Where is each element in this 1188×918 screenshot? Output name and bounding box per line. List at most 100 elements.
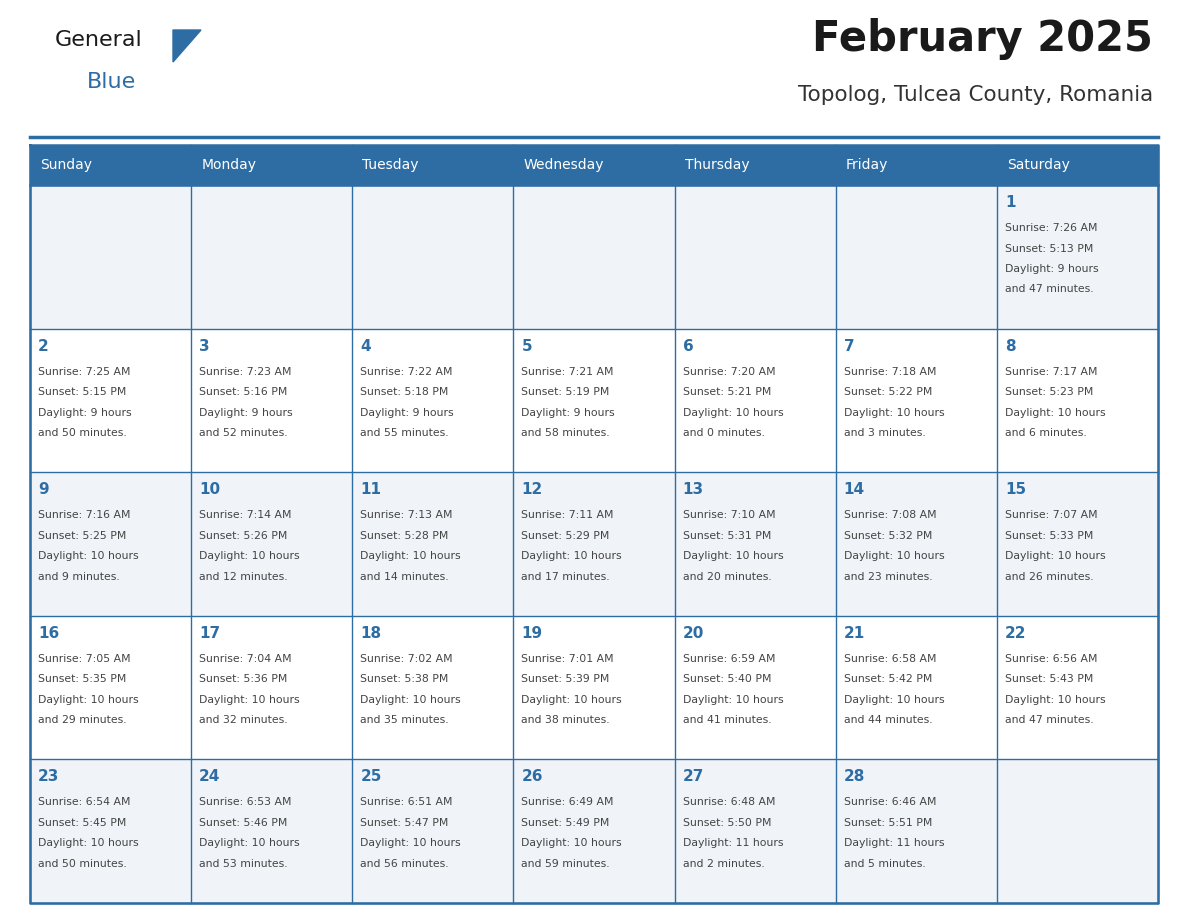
- Text: Sunset: 5:32 PM: Sunset: 5:32 PM: [843, 531, 933, 541]
- Text: Daylight: 10 hours: Daylight: 10 hours: [1005, 551, 1106, 561]
- Text: 10: 10: [200, 482, 220, 498]
- Text: and 50 minutes.: and 50 minutes.: [38, 859, 127, 869]
- Bar: [513, 616, 675, 759]
- Text: Sunset: 5:15 PM: Sunset: 5:15 PM: [38, 387, 126, 397]
- Text: 22: 22: [1005, 626, 1026, 641]
- Bar: [835, 185, 997, 329]
- Bar: [30, 472, 191, 616]
- Text: Daylight: 10 hours: Daylight: 10 hours: [200, 838, 299, 848]
- Text: Sunset: 5:31 PM: Sunset: 5:31 PM: [683, 531, 771, 541]
- Text: 13: 13: [683, 482, 703, 498]
- Text: Sunrise: 7:21 AM: Sunrise: 7:21 AM: [522, 366, 614, 376]
- Text: Sunrise: 7:02 AM: Sunrise: 7:02 AM: [360, 654, 453, 664]
- Bar: [191, 185, 353, 329]
- Bar: [30, 329, 191, 472]
- Text: Sunrise: 7:13 AM: Sunrise: 7:13 AM: [360, 510, 453, 521]
- Text: Daylight: 11 hours: Daylight: 11 hours: [683, 838, 783, 848]
- Text: Sunrise: 7:18 AM: Sunrise: 7:18 AM: [843, 366, 936, 376]
- Text: Sunrise: 7:16 AM: Sunrise: 7:16 AM: [38, 510, 131, 521]
- Text: and 14 minutes.: and 14 minutes.: [360, 572, 449, 582]
- Text: Daylight: 10 hours: Daylight: 10 hours: [522, 838, 623, 848]
- Text: Sunset: 5:16 PM: Sunset: 5:16 PM: [200, 387, 287, 397]
- Text: and 53 minutes.: and 53 minutes.: [200, 859, 287, 869]
- Text: Daylight: 10 hours: Daylight: 10 hours: [1005, 408, 1106, 418]
- Bar: [353, 616, 513, 759]
- Bar: [513, 185, 675, 329]
- Bar: [513, 329, 675, 472]
- Text: Sunday: Sunday: [40, 158, 91, 172]
- Text: Thursday: Thursday: [684, 158, 750, 172]
- Text: Sunrise: 7:11 AM: Sunrise: 7:11 AM: [522, 510, 614, 521]
- Text: Daylight: 10 hours: Daylight: 10 hours: [522, 695, 623, 705]
- Text: and 0 minutes.: and 0 minutes.: [683, 428, 764, 438]
- Text: 3: 3: [200, 339, 210, 353]
- Text: Sunrise: 6:59 AM: Sunrise: 6:59 AM: [683, 654, 775, 664]
- Text: 19: 19: [522, 626, 543, 641]
- Bar: [997, 759, 1158, 903]
- Bar: [835, 145, 997, 185]
- Text: Daylight: 10 hours: Daylight: 10 hours: [843, 551, 944, 561]
- Bar: [353, 185, 513, 329]
- Bar: [997, 329, 1158, 472]
- Text: and 52 minutes.: and 52 minutes.: [200, 428, 287, 438]
- Text: Sunset: 5:25 PM: Sunset: 5:25 PM: [38, 531, 126, 541]
- Text: Daylight: 9 hours: Daylight: 9 hours: [522, 408, 615, 418]
- Text: Sunrise: 7:14 AM: Sunrise: 7:14 AM: [200, 510, 291, 521]
- Text: 27: 27: [683, 769, 704, 784]
- Text: Daylight: 11 hours: Daylight: 11 hours: [843, 838, 944, 848]
- Text: Daylight: 10 hours: Daylight: 10 hours: [360, 838, 461, 848]
- Text: Sunset: 5:36 PM: Sunset: 5:36 PM: [200, 675, 287, 684]
- Bar: [191, 616, 353, 759]
- Bar: [353, 145, 513, 185]
- Bar: [835, 616, 997, 759]
- Text: 4: 4: [360, 339, 371, 353]
- Text: 25: 25: [360, 769, 381, 784]
- Bar: [353, 329, 513, 472]
- Text: Daylight: 10 hours: Daylight: 10 hours: [683, 695, 783, 705]
- Text: Sunrise: 7:22 AM: Sunrise: 7:22 AM: [360, 366, 453, 376]
- Text: and 26 minutes.: and 26 minutes.: [1005, 572, 1093, 582]
- Text: and 2 minutes.: and 2 minutes.: [683, 859, 764, 869]
- Text: Sunset: 5:33 PM: Sunset: 5:33 PM: [1005, 531, 1093, 541]
- Text: 17: 17: [200, 626, 220, 641]
- Text: and 59 minutes.: and 59 minutes.: [522, 859, 611, 869]
- Text: Sunrise: 6:54 AM: Sunrise: 6:54 AM: [38, 798, 131, 808]
- Text: Daylight: 10 hours: Daylight: 10 hours: [200, 695, 299, 705]
- Text: Sunrise: 7:04 AM: Sunrise: 7:04 AM: [200, 654, 292, 664]
- Text: and 47 minutes.: and 47 minutes.: [1005, 715, 1093, 725]
- Bar: [675, 185, 835, 329]
- Text: Blue: Blue: [87, 72, 137, 92]
- Bar: [835, 472, 997, 616]
- Text: Sunrise: 6:46 AM: Sunrise: 6:46 AM: [843, 798, 936, 808]
- Text: Daylight: 10 hours: Daylight: 10 hours: [360, 695, 461, 705]
- Text: and 5 minutes.: and 5 minutes.: [843, 859, 925, 869]
- Bar: [513, 759, 675, 903]
- Text: and 41 minutes.: and 41 minutes.: [683, 715, 771, 725]
- Text: Daylight: 10 hours: Daylight: 10 hours: [683, 551, 783, 561]
- Bar: [997, 472, 1158, 616]
- Polygon shape: [173, 30, 201, 62]
- Text: Sunset: 5:19 PM: Sunset: 5:19 PM: [522, 387, 609, 397]
- Text: Sunrise: 6:58 AM: Sunrise: 6:58 AM: [843, 654, 936, 664]
- Text: and 58 minutes.: and 58 minutes.: [522, 428, 611, 438]
- Text: General: General: [55, 30, 143, 50]
- Text: Sunrise: 7:26 AM: Sunrise: 7:26 AM: [1005, 223, 1098, 233]
- Text: and 35 minutes.: and 35 minutes.: [360, 715, 449, 725]
- Text: 20: 20: [683, 626, 704, 641]
- Text: and 23 minutes.: and 23 minutes.: [843, 572, 933, 582]
- Text: and 29 minutes.: and 29 minutes.: [38, 715, 127, 725]
- Text: 23: 23: [38, 769, 59, 784]
- Text: and 6 minutes.: and 6 minutes.: [1005, 428, 1087, 438]
- Bar: [675, 145, 835, 185]
- Text: 6: 6: [683, 339, 694, 353]
- Text: Tuesday: Tuesday: [362, 158, 419, 172]
- Text: and 32 minutes.: and 32 minutes.: [200, 715, 287, 725]
- Text: Sunset: 5:22 PM: Sunset: 5:22 PM: [843, 387, 933, 397]
- Text: and 3 minutes.: and 3 minutes.: [843, 428, 925, 438]
- Text: 15: 15: [1005, 482, 1026, 498]
- Text: and 17 minutes.: and 17 minutes.: [522, 572, 611, 582]
- Bar: [191, 472, 353, 616]
- Text: Daylight: 10 hours: Daylight: 10 hours: [38, 838, 139, 848]
- Bar: [835, 759, 997, 903]
- Bar: [675, 472, 835, 616]
